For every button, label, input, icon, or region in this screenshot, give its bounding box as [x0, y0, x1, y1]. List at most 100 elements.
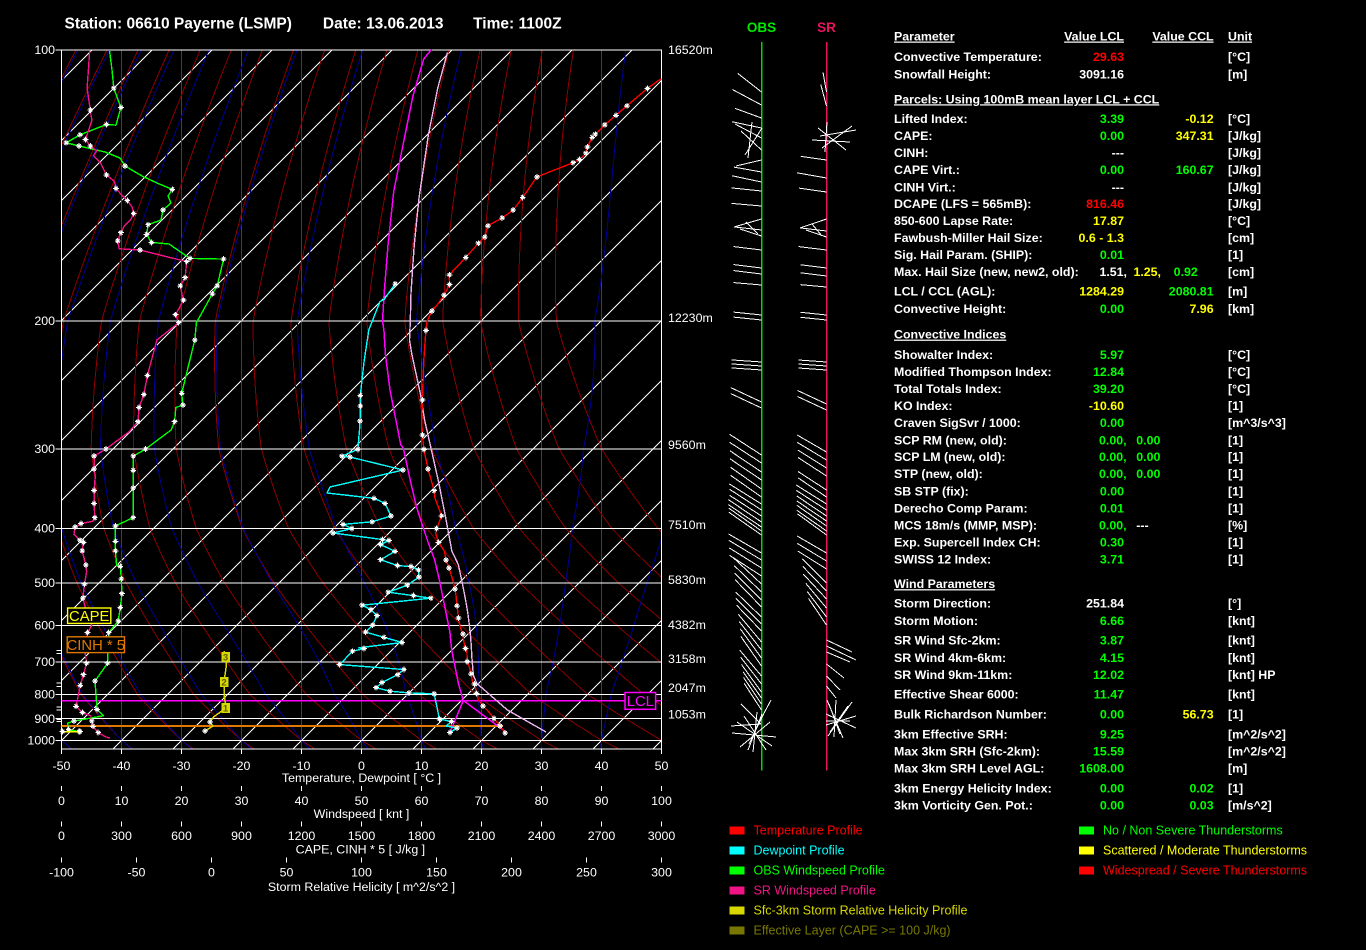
- svg-text:[J/kg]: [J/kg]: [1228, 129, 1261, 143]
- svg-text:[°C]: [°C]: [1228, 50, 1250, 64]
- svg-text:-0.12: -0.12: [1185, 112, 1213, 126]
- svg-text:39.20: 39.20: [1093, 382, 1124, 396]
- svg-text:3: 3: [223, 652, 228, 663]
- svg-text:30: 30: [235, 794, 249, 808]
- svg-text:CAPE, CINH * 5 [ J/kg ]: CAPE, CINH * 5 [ J/kg ]: [296, 842, 425, 856]
- svg-text:300: 300: [651, 866, 672, 880]
- svg-text:900: 900: [34, 712, 55, 726]
- svg-text:70: 70: [475, 794, 489, 808]
- svg-text:-10.60: -10.60: [1089, 399, 1124, 413]
- svg-text:OBS: OBS: [747, 20, 776, 35]
- svg-text:40: 40: [595, 759, 609, 773]
- svg-text:0.30: 0.30: [1100, 535, 1124, 549]
- svg-text:4382m: 4382m: [668, 618, 706, 632]
- svg-text:Modified Thompson Index:: Modified Thompson Index:: [894, 365, 1052, 379]
- svg-text:[m^2/s^2]: [m^2/s^2]: [1228, 744, 1286, 758]
- svg-text:Bulk Richardson Number:: Bulk Richardson Number:: [894, 708, 1047, 722]
- svg-text:9560m: 9560m: [668, 438, 706, 452]
- svg-text:Station: 06610 Payerne (LSMP): Station: 06610 Payerne (LSMP): [65, 16, 292, 33]
- svg-text:0.00: 0.00: [1100, 782, 1124, 796]
- svg-text:Exp. Supercell Index CH:: Exp. Supercell Index CH:: [894, 535, 1041, 549]
- svg-text:12.84: 12.84: [1093, 365, 1124, 379]
- svg-text:1200: 1200: [288, 829, 316, 843]
- svg-text:Sfc-3km Storm Relative Helicit: Sfc-3km Storm Relative Helicity Profile: [754, 904, 968, 918]
- svg-text:2047m: 2047m: [668, 681, 706, 695]
- svg-text:Storm Direction:: Storm Direction:: [894, 597, 991, 611]
- svg-text:SR Wind Sfc-2km:: SR Wind Sfc-2km:: [894, 634, 1001, 648]
- svg-text:56.73: 56.73: [1183, 708, 1214, 722]
- svg-text:800: 800: [34, 688, 55, 702]
- svg-text:Convective Indices: Convective Indices: [894, 328, 1006, 342]
- svg-text:[knt]: [knt]: [1228, 688, 1255, 702]
- svg-text:0.03: 0.03: [1189, 799, 1213, 813]
- svg-text:100: 100: [651, 794, 672, 808]
- svg-text:600: 600: [171, 829, 192, 843]
- svg-text:600: 600: [34, 619, 55, 633]
- svg-text:CAPE Virt.:: CAPE Virt.:: [894, 163, 960, 177]
- svg-text:0.6 - 1.3: 0.6 - 1.3: [1079, 231, 1125, 245]
- svg-text:[1]: [1]: [1228, 501, 1243, 515]
- svg-text:3km Energy Helicity Index:: 3km Energy Helicity Index:: [894, 782, 1052, 796]
- svg-text:1800: 1800: [408, 829, 436, 843]
- svg-text:7510m: 7510m: [668, 518, 706, 532]
- svg-text:0: 0: [208, 866, 215, 880]
- svg-text:-20: -20: [233, 759, 251, 773]
- svg-text:100: 100: [34, 43, 55, 57]
- svg-text:900: 900: [231, 829, 252, 843]
- svg-text:20: 20: [175, 794, 189, 808]
- svg-text:1.25,: 1.25,: [1133, 265, 1161, 279]
- svg-text:251.84: 251.84: [1086, 597, 1124, 611]
- svg-text:STP (new, old):: STP (new, old):: [894, 467, 983, 481]
- svg-text:Time: 1100Z: Time: 1100Z: [473, 16, 562, 33]
- svg-text:12.02: 12.02: [1093, 668, 1124, 682]
- svg-text:3km Effective SRH:: 3km Effective SRH:: [894, 728, 1008, 742]
- svg-text:Value CCL: Value CCL: [1152, 30, 1214, 44]
- svg-text:[m/s^2]: [m/s^2]: [1228, 799, 1272, 813]
- svg-text:[1]: [1]: [1228, 782, 1243, 796]
- svg-text:2: 2: [221, 677, 226, 688]
- svg-text:0.00,: 0.00,: [1099, 433, 1127, 447]
- svg-text:1.51,: 1.51,: [1099, 265, 1127, 279]
- svg-text:0: 0: [58, 794, 65, 808]
- svg-text:[%]: [%]: [1228, 518, 1247, 532]
- svg-text:1608.00: 1608.00: [1079, 762, 1124, 776]
- svg-text:KO Index:: KO Index:: [894, 399, 953, 413]
- svg-text:200: 200: [501, 866, 522, 880]
- svg-text:1053m: 1053m: [668, 708, 706, 722]
- svg-text:DCAPE (LFS = 565mB):: DCAPE (LFS = 565mB):: [894, 197, 1031, 211]
- svg-text:0.00: 0.00: [1100, 302, 1124, 316]
- svg-text:80: 80: [535, 794, 549, 808]
- svg-text:SR Wind 9km-11km:: SR Wind 9km-11km:: [894, 668, 1012, 682]
- svg-text:10: 10: [415, 759, 429, 773]
- svg-text:Parcels: Using 100mB mean laye: Parcels: Using 100mB mean layer LCL + CC…: [894, 92, 1160, 106]
- svg-text:[m]: [m]: [1228, 762, 1247, 776]
- svg-text:5.97: 5.97: [1100, 348, 1124, 362]
- svg-text:60: 60: [415, 794, 429, 808]
- svg-text:0.00: 0.00: [1136, 433, 1160, 447]
- svg-text:Parameter: Parameter: [894, 30, 955, 44]
- svg-text:Widespread / Severe Thundersto: Widespread / Severe Thunderstorms: [1103, 864, 1307, 878]
- svg-text:CINH:: CINH:: [894, 146, 928, 160]
- svg-text:0.01: 0.01: [1100, 501, 1124, 515]
- svg-text:[J/kg]: [J/kg]: [1228, 146, 1261, 160]
- svg-text:SWISS 12 Index:: SWISS 12 Index:: [894, 553, 991, 567]
- svg-text:[°C]: [°C]: [1228, 382, 1250, 396]
- svg-text:29.63: 29.63: [1093, 50, 1124, 64]
- svg-text:-50: -50: [53, 759, 71, 773]
- svg-text:50: 50: [655, 759, 669, 773]
- svg-text:0.00: 0.00: [1100, 416, 1124, 430]
- svg-text:[cm]: [cm]: [1228, 231, 1254, 245]
- svg-text:816.46: 816.46: [1086, 197, 1124, 211]
- svg-text:3.87: 3.87: [1100, 634, 1124, 648]
- svg-text:2100: 2100: [468, 829, 496, 843]
- svg-text:6.66: 6.66: [1100, 614, 1124, 628]
- svg-text:5830m: 5830m: [668, 573, 706, 587]
- svg-text:0.00: 0.00: [1136, 450, 1160, 464]
- svg-text:[knt]: [knt]: [1228, 614, 1255, 628]
- svg-text:---: ---: [1112, 146, 1124, 160]
- svg-text:50: 50: [280, 866, 294, 880]
- svg-text:[m^2/s^2]: [m^2/s^2]: [1228, 728, 1286, 742]
- svg-text:SB STP (fix):: SB STP (fix):: [894, 484, 969, 498]
- svg-text:17.87: 17.87: [1093, 214, 1124, 228]
- svg-text:[m]: [m]: [1228, 285, 1247, 299]
